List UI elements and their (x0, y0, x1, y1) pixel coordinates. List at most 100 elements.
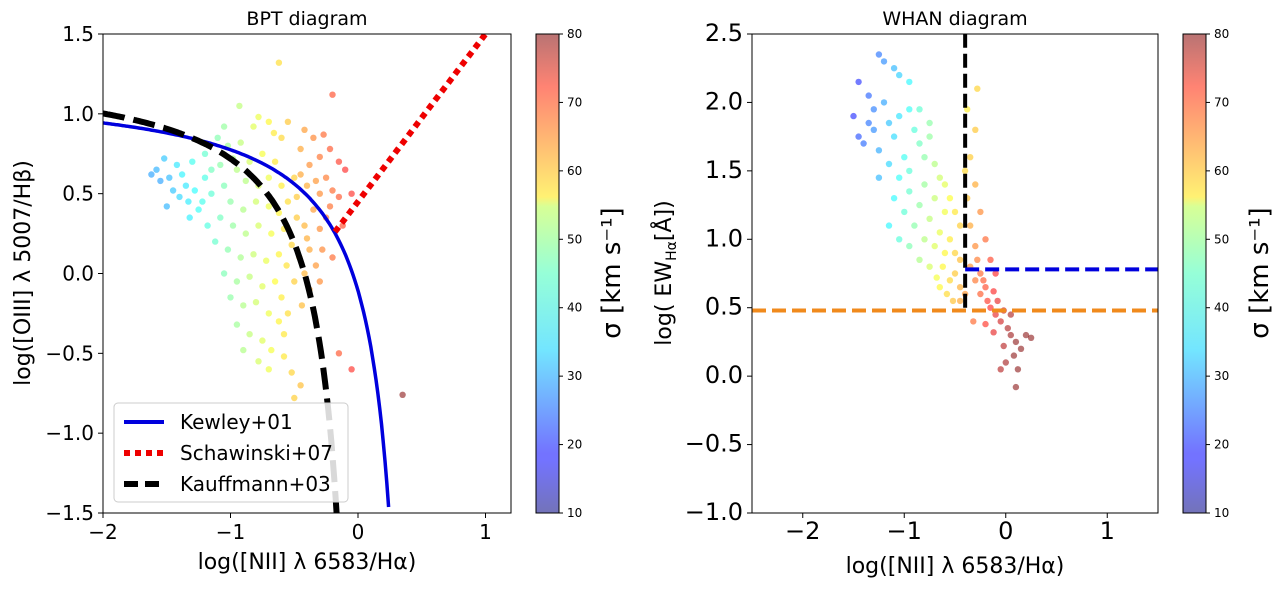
data-point (926, 215, 933, 222)
data-point (291, 394, 298, 402)
data-point (936, 174, 943, 181)
data-point (246, 158, 253, 165)
data-point (901, 154, 908, 161)
colorbar-tick-label: 50 (567, 232, 582, 246)
data-point (240, 346, 247, 354)
data-point (163, 203, 170, 210)
data-point (306, 161, 313, 169)
data-point (208, 166, 215, 173)
whan-axes-frame (751, 33, 1159, 514)
y-tick-label: −0.5 (45, 341, 94, 365)
data-point (987, 256, 994, 263)
data-point (255, 358, 262, 365)
bpt-legend: Kewley+01 Schawinski+07 Kauffmann+03 (113, 402, 349, 503)
colorbar-tick-label: 30 (567, 369, 582, 383)
bpt-colorbar-gradient (535, 33, 560, 514)
data-point (870, 106, 877, 113)
data-point (169, 187, 177, 194)
data-point (291, 174, 298, 181)
data-point (972, 242, 979, 250)
data-point (293, 193, 300, 201)
data-point (208, 190, 215, 197)
colorbar-tick-label: 20 (1214, 438, 1229, 452)
data-point (901, 208, 908, 216)
data-point (335, 158, 343, 165)
x-tick-label: 0 (998, 517, 1013, 545)
data-point (933, 274, 940, 281)
data-point (312, 262, 320, 269)
data-point (1000, 342, 1007, 350)
data-point (941, 208, 949, 216)
data-point (191, 187, 198, 194)
data-point (298, 302, 306, 309)
data-point (972, 126, 979, 133)
data-point (951, 249, 959, 257)
data-point (265, 118, 272, 126)
colorbar-tick-label: 60 (1214, 164, 1229, 178)
data-point (326, 145, 334, 153)
whan-ylabel-end: [Å]) (650, 200, 677, 241)
data-point (348, 190, 355, 197)
y-tick-label: 0.5 (705, 293, 743, 321)
data-point (335, 193, 343, 201)
bpt-colorbar-label: σ [km s⁻¹] (597, 207, 627, 338)
schawinski-line (332, 34, 488, 234)
colorbar-tick-label: 40 (567, 301, 582, 315)
data-point (240, 302, 247, 309)
data-point (1022, 331, 1030, 339)
data-point (967, 154, 974, 161)
data-point (931, 160, 938, 168)
data-point (265, 366, 272, 373)
data-point (284, 310, 292, 317)
data-point (329, 91, 336, 98)
bpt-colorbar-ticks: 10 20 30 40 50 60 70 80 (559, 27, 582, 520)
data-point (178, 171, 186, 178)
whan-xlabel: log([NII] λ 6583/Hα) (846, 554, 1065, 579)
data-point (312, 177, 320, 185)
data-point (980, 277, 987, 284)
data-point (875, 147, 883, 154)
data-point (972, 181, 979, 188)
data-point (220, 270, 228, 277)
data-point (992, 311, 999, 318)
data-point (916, 256, 923, 263)
colorbar-tick-label: 10 (567, 506, 582, 520)
y-tick-label: 0.0 (62, 262, 94, 286)
y-tick-label: 2.0 (705, 87, 743, 115)
data-point (250, 123, 257, 130)
whan-ylabel-main: log( EW (652, 261, 677, 346)
data-point (270, 129, 278, 137)
kauffmann-curve (103, 110, 340, 513)
data-point (896, 174, 903, 181)
colorbar-tick-label: 80 (567, 27, 582, 41)
data-point (271, 278, 279, 285)
data-point (166, 174, 173, 181)
bpt-curves (103, 34, 488, 513)
legend-schawinski-label: Schawinski+07 (180, 441, 333, 465)
data-point (217, 214, 224, 221)
data-point (906, 242, 913, 250)
y-tick-label: 0.5 (62, 182, 94, 206)
y-tick-label: 0.0 (705, 361, 743, 389)
data-point (310, 206, 317, 213)
data-point (242, 177, 249, 185)
data-point (997, 366, 1004, 373)
data-point (926, 133, 933, 140)
colorbar-tick-label: 20 (567, 438, 582, 452)
data-point (916, 140, 923, 147)
data-point (1002, 359, 1009, 366)
colorbar-tick-label: 80 (1214, 27, 1229, 41)
data-point (855, 133, 862, 140)
x-tick-label: 1 (479, 520, 492, 544)
data-point (284, 118, 292, 126)
y-tick-label: −1.0 (45, 421, 94, 445)
data-point (1007, 311, 1014, 318)
data-point (906, 78, 913, 86)
data-point (278, 182, 285, 189)
data-point (297, 171, 304, 178)
data-point (982, 284, 989, 291)
data-point (1004, 325, 1011, 332)
data-point (265, 174, 272, 181)
data-point (195, 206, 202, 213)
data-point (303, 235, 311, 242)
